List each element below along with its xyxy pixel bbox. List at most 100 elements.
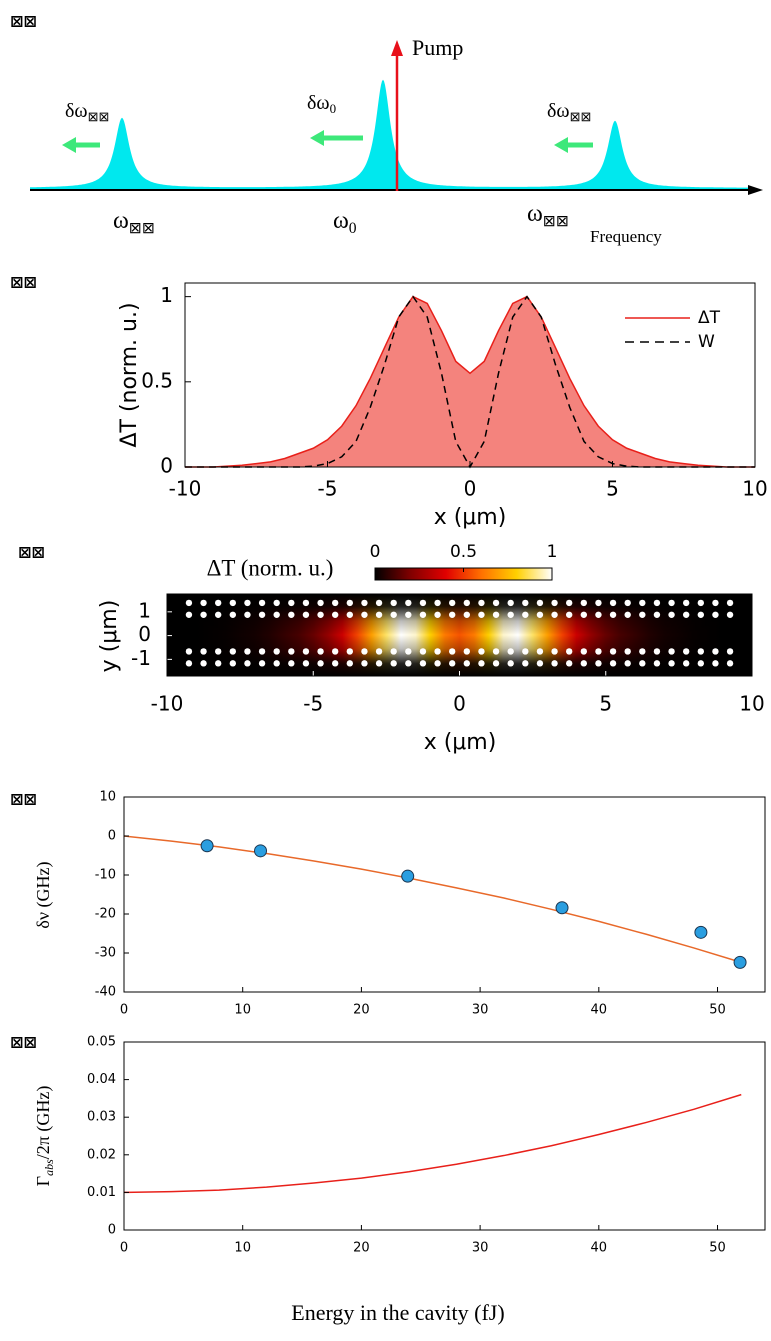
hole — [244, 660, 251, 667]
x-tick-label: -10 — [169, 477, 202, 501]
x-tick-label: 0 — [120, 1003, 128, 1018]
hole — [390, 611, 397, 618]
hole — [580, 599, 588, 607]
hole — [273, 599, 280, 607]
x-axis-label: x (μm) — [424, 730, 497, 755]
hole — [346, 648, 354, 655]
hole — [361, 660, 368, 667]
axes-frame — [184, 282, 756, 468]
data-point — [694, 925, 708, 939]
pump-arrowhead — [391, 40, 403, 56]
x-tick-label: 10 — [739, 692, 764, 716]
symbol: ω — [333, 208, 349, 234]
hole — [726, 599, 734, 607]
hole — [258, 660, 266, 667]
x-axis-label: Energy in the cavity (fJ) — [291, 1300, 504, 1325]
hole — [273, 660, 280, 667]
hole — [522, 599, 529, 607]
hole — [653, 660, 661, 667]
hole — [229, 648, 237, 655]
hole — [478, 599, 485, 607]
hole — [288, 611, 295, 618]
hole — [288, 648, 295, 655]
hole — [580, 611, 588, 618]
hole — [639, 599, 646, 607]
axes-frame — [123, 1041, 766, 1231]
x-tick-label: 10 — [234, 1241, 251, 1256]
hole — [448, 611, 456, 618]
y-tick-label: 0 — [160, 454, 173, 478]
y-tick-label: -20 — [95, 907, 116, 922]
subscript: 0 — [349, 220, 357, 237]
subscript: ⊠⊠ — [129, 220, 155, 237]
hole — [463, 611, 471, 618]
hole — [375, 599, 383, 607]
x-tick-label: 0 — [464, 477, 477, 501]
hole — [609, 648, 617, 655]
hole — [185, 648, 193, 655]
hole — [375, 648, 383, 655]
hole — [273, 648, 280, 655]
hole — [492, 660, 500, 667]
hole — [317, 660, 324, 667]
x-tick-label: -5 — [318, 477, 338, 501]
hole — [258, 599, 266, 607]
hole — [507, 599, 514, 607]
hole — [361, 599, 368, 607]
hole — [507, 648, 514, 655]
panel-label: ⊠⊠ — [10, 12, 37, 31]
hole — [653, 611, 661, 618]
legend-label: W — [698, 332, 715, 352]
y-tick-label: -30 — [95, 946, 116, 961]
hole — [375, 611, 383, 618]
hole — [653, 599, 661, 607]
y-label-rest: /2π (GHz) — [33, 1086, 54, 1160]
hole — [697, 660, 705, 667]
subscript: ⊠⊠ — [88, 109, 110, 124]
hole — [229, 611, 237, 618]
hole — [361, 611, 368, 618]
series-line — [185, 295, 755, 468]
hole — [185, 660, 193, 667]
hole — [609, 660, 617, 667]
hole — [595, 611, 602, 618]
hole — [200, 599, 207, 607]
hole — [288, 660, 295, 667]
hole — [317, 611, 324, 618]
plot-area — [167, 594, 752, 676]
symbol: δω — [65, 100, 88, 122]
x-tick-label: 50 — [709, 1003, 726, 1018]
hole — [595, 648, 602, 655]
hole — [551, 611, 558, 618]
hole — [346, 611, 354, 618]
mode-label: ω⊠⊠ — [113, 208, 155, 237]
hole — [551, 599, 558, 607]
hole — [492, 648, 500, 655]
hole — [361, 648, 368, 655]
x-tick-label: -5 — [303, 692, 323, 716]
x-axis-label: x (μm) — [434, 505, 507, 530]
subscript: ⊠⊠ — [570, 109, 592, 124]
y-tick-label: 0.5 — [141, 368, 173, 392]
symbol: ω — [527, 201, 543, 227]
data-point — [254, 844, 268, 858]
hole — [682, 611, 690, 618]
hole — [595, 599, 602, 607]
hole — [639, 611, 646, 618]
hole — [448, 599, 456, 607]
hole — [522, 660, 529, 667]
y-tick-label: 10 — [99, 790, 116, 805]
hole — [463, 660, 471, 667]
hole — [302, 599, 310, 607]
hole — [200, 660, 207, 667]
mode-label: ω⊠⊠ — [527, 201, 569, 230]
hole — [697, 648, 705, 655]
axis-arrowhead — [748, 185, 763, 195]
hole — [434, 611, 441, 618]
y-tick-label: 1 — [138, 598, 151, 622]
x-tick-label: 40 — [591, 1241, 608, 1256]
symbol: δω — [307, 92, 330, 114]
y-tick-label: 0 — [138, 622, 151, 646]
colorbar-tick-label: 0.5 — [450, 542, 477, 562]
y-axis-label: δν (GHz) — [33, 861, 54, 928]
